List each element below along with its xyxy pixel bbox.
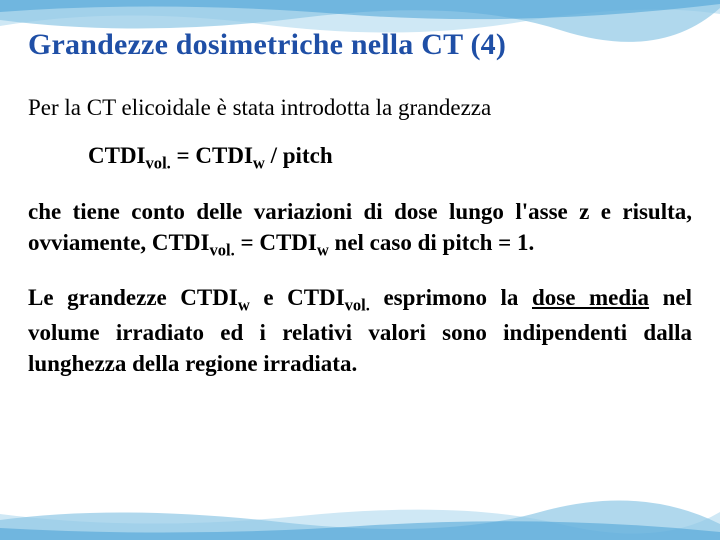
slide-content: Grandezze dosimetriche nella CT (4) Per … [28, 28, 692, 399]
paragraph-conclusion: Le grandezze CTDIw e CTDIvol. esprimono … [28, 282, 692, 379]
paragraph-explanation: che tiene conto delle variazioni di dose… [28, 196, 692, 262]
p3-text-a: Le grandezze [28, 285, 180, 310]
p2-sub-w: w [317, 240, 329, 259]
p3-sub-w: w [238, 295, 250, 314]
p3-ctdi1: CTDI [180, 285, 238, 310]
p3-and: e [250, 285, 287, 310]
formula-ctdi1: CTDI [88, 143, 146, 168]
formula-pitch: / pitch [265, 143, 333, 168]
p2-ctdi2: CTDI [259, 230, 317, 255]
formula-sub-vol: vol. [146, 154, 171, 173]
formula-equals: = CTDI [171, 143, 253, 168]
p2-ctdi1: CTDI [152, 230, 210, 255]
p3-dose-media: dose media [532, 285, 649, 310]
paragraph-intro: Per la CT elicoidale è stata introdotta … [28, 92, 692, 123]
slide-title: Grandezze dosimetriche nella CT (4) [28, 28, 692, 62]
formula-ctdi-vol: CTDIvol. = CTDIw / pitch [88, 143, 692, 174]
p2-equals: = [235, 230, 260, 255]
formula-sub-w: w [253, 154, 265, 173]
p3-sub-vol: vol. [345, 295, 370, 314]
intro-text: Per la CT elicoidale è stata introdotta … [28, 95, 491, 120]
p2-sub-vol: vol. [209, 240, 234, 259]
decorative-wave-bottom [0, 498, 720, 540]
p3-ctdi2: CTDI [287, 285, 345, 310]
p3-text-b: esprimono la [370, 285, 532, 310]
p2-text-b: nel caso di pitch = 1. [329, 230, 534, 255]
